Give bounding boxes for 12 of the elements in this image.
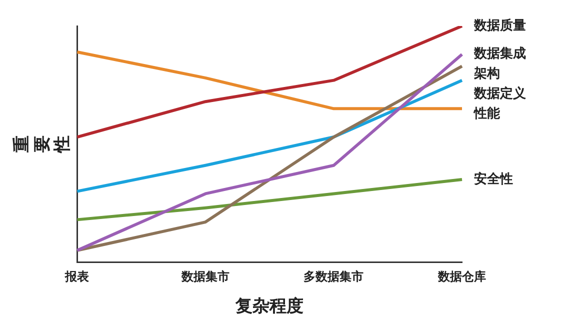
x-tick-label: 数据集市 [180,270,230,284]
series-label: 性能 [473,106,501,122]
x-axis-title: 复杂程度 [234,296,304,316]
series-label: 数据质量 [473,17,526,34]
series-label: 安全性 [474,170,513,187]
series-label: 架构 [473,66,500,82]
x-tick-label: 数据仓库 [437,270,486,284]
x-tick-label: 多数据集市 [304,270,364,284]
x-tick-label: 报表 [64,270,90,284]
series-label: 数据集成 [473,46,526,62]
y-axis-title: 重要性 [12,136,72,154]
series-label: 数据定义 [473,86,527,102]
